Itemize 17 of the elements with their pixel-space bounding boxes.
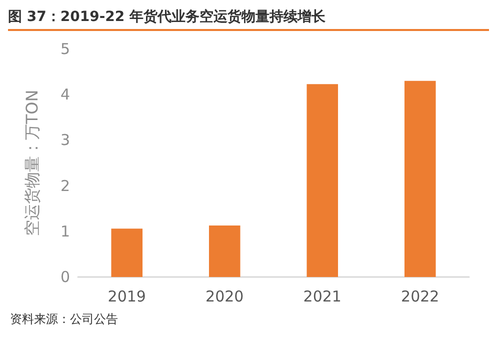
bar xyxy=(208,225,240,277)
y-tick-label: 1 xyxy=(60,222,70,240)
x-tick-label: 2021 xyxy=(303,288,342,306)
text: 资料来源：公司公告 xyxy=(10,312,118,326)
y-tick-label: 5 xyxy=(60,40,70,58)
chart-title: 图 37：2019-22 年货代业务空运货物量持续增长 xyxy=(8,8,489,31)
y-tick-label: 0 xyxy=(60,268,70,286)
bar xyxy=(404,80,436,277)
bar xyxy=(111,228,143,277)
y-tick-label: 2 xyxy=(60,176,70,195)
x-tick-label: 2020 xyxy=(206,288,244,306)
x-tick-label: 2019 xyxy=(108,288,146,306)
x-tick-label: 2022 xyxy=(401,288,440,306)
y-tick-label: 3 xyxy=(60,131,70,150)
bar xyxy=(306,84,338,277)
y-tick-label: 4 xyxy=(60,86,70,104)
y-axis-title: 空运货物量：万TON xyxy=(22,90,42,236)
